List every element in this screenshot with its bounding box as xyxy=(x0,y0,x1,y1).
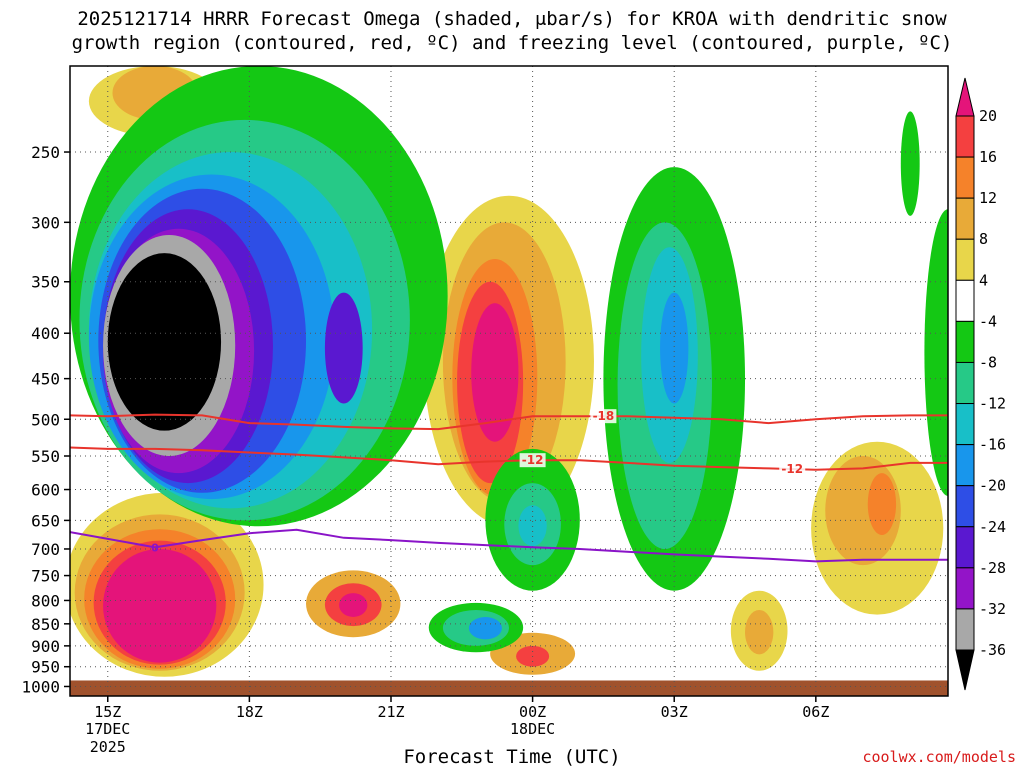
omega-region-neg12-38 xyxy=(518,505,547,547)
omega-region-neg4-43 xyxy=(900,111,920,216)
x-tick-label-18Z: 18Z xyxy=(236,703,263,721)
colorbar-label: -16 xyxy=(979,436,1006,454)
colorbar-swatch xyxy=(955,485,975,528)
chart-title-line-2: growth region (contoured, red, ºC) and f… xyxy=(71,32,953,54)
dgz-contour-neg12 xyxy=(70,446,948,471)
colorbar-label: -36 xyxy=(979,641,1006,659)
credit-link[interactable]: coolwx.com/models xyxy=(862,748,1016,766)
pressure-axis: 250 300 350 400 450 500 550 600 650 700 750 800 850 9… xyxy=(21,143,70,696)
dgz-contour-label: -12 xyxy=(781,462,803,476)
omega-region-neg4-42 xyxy=(924,209,948,496)
y-tick-label-500: 500 xyxy=(31,410,60,429)
y-tick-label-1000: 1000 xyxy=(21,677,60,696)
colorbar-swatch xyxy=(955,115,975,158)
colorbar-swatch xyxy=(955,526,975,569)
x-tick-sublabel-date: 18DEC xyxy=(510,720,555,738)
chart-title-line-1: 2025121714 HRRR Forecast Omega (shaded, … xyxy=(77,8,947,30)
colorbar-label: 20 xyxy=(979,107,997,125)
y-tick-label-600: 600 xyxy=(31,481,60,500)
omega-shading xyxy=(70,66,948,696)
y-tick-label-450: 450 xyxy=(31,370,60,389)
x-tick-label-21Z: 21Z xyxy=(377,703,404,721)
colorbar-label: -20 xyxy=(979,477,1006,495)
freezing-level-contour xyxy=(70,528,948,563)
colorbar-label: 8 xyxy=(979,230,988,248)
y-tick-label-900: 900 xyxy=(31,637,60,656)
y-tick-label-750: 750 xyxy=(31,567,60,586)
colorbar-swatch xyxy=(955,361,975,405)
dgz-contour-label: -12 xyxy=(522,453,544,467)
y-tick-label-800: 800 xyxy=(31,591,60,610)
colorbar-swatch xyxy=(955,567,975,610)
omega-region-8-19 xyxy=(745,609,774,655)
colorbar-swatch xyxy=(955,156,975,199)
colorbar-swatch xyxy=(955,320,975,363)
colorbar-label: -12 xyxy=(979,395,1006,413)
freezing-level-label: 0 xyxy=(151,541,159,554)
colorbar-swatch xyxy=(955,608,975,651)
y-tick-label-650: 650 xyxy=(31,511,60,530)
colorbar-triangle-min xyxy=(955,649,975,691)
y-tick-label-850: 850 xyxy=(31,615,60,634)
y-tick-label-250: 250 xyxy=(31,143,60,162)
colorbar-swatch xyxy=(955,197,975,240)
plot-frame xyxy=(69,65,949,697)
colorbar-label: -4 xyxy=(979,312,997,330)
colorbar-label: 4 xyxy=(979,271,988,289)
colorbar-label: -32 xyxy=(979,600,1006,618)
contour-lines: -18 -12 -12 0 xyxy=(70,409,948,563)
colorbar: 20 16 12 8 4 -4 -8 -12 -16 -20 -24 -28 -32 -36 xyxy=(955,77,1006,691)
colorbar-swatch xyxy=(955,403,975,446)
colorbar-label: 16 xyxy=(979,148,997,166)
colorbar-label: 12 xyxy=(979,189,997,207)
y-tick-label-950: 950 xyxy=(31,658,60,677)
omega-region-12-17 xyxy=(867,473,897,535)
colorbar-label: -8 xyxy=(979,353,997,371)
x-tick-label-03Z: 03Z xyxy=(661,703,688,721)
dgz-label-bg xyxy=(779,462,806,477)
colorbar-triangle-max xyxy=(955,77,975,117)
colorbar-swatch xyxy=(955,279,975,322)
grid-lines xyxy=(70,66,948,696)
y-tick-label-350: 350 xyxy=(31,273,60,292)
x-tick-sublabel-date: 17DEC xyxy=(85,720,130,738)
ground-terrain-band xyxy=(70,680,948,696)
colorbar-swatch xyxy=(955,238,975,281)
colorbar-label: -28 xyxy=(979,559,1006,577)
y-tick-label-550: 550 xyxy=(31,447,60,466)
colorbar-swatch xyxy=(955,444,975,487)
omega-region-neg36-30 xyxy=(107,253,222,431)
y-tick-label-400: 400 xyxy=(31,324,60,343)
dgz-label-bg xyxy=(590,409,617,424)
dgz-contour-label: -18 xyxy=(593,409,615,423)
omega-region-20-12 xyxy=(339,593,368,617)
dgz-contour-neg18 xyxy=(70,413,948,431)
omega-region-neg24-31 xyxy=(324,292,363,404)
x-tick-label-06Z: 06Z xyxy=(802,703,829,721)
dgz-label-bg xyxy=(519,453,546,468)
y-tick-label-300: 300 xyxy=(31,213,60,232)
omega-region-neg16-35 xyxy=(660,292,689,404)
omega-region-neg16-41 xyxy=(468,616,502,640)
omega-region-20-9 xyxy=(471,303,519,442)
x-tick-label-00Z: 00Z xyxy=(519,703,546,721)
y-tick-label-700: 700 xyxy=(31,540,60,559)
x-tick-sublabel-year: 2025 xyxy=(90,738,126,756)
omega-region-20-4 xyxy=(103,548,217,663)
x-tick-label-15Z: 15Z xyxy=(94,703,121,721)
colorbar-label: -24 xyxy=(979,518,1006,536)
x-axis-title: Forecast Time (UTC) xyxy=(403,746,621,768)
